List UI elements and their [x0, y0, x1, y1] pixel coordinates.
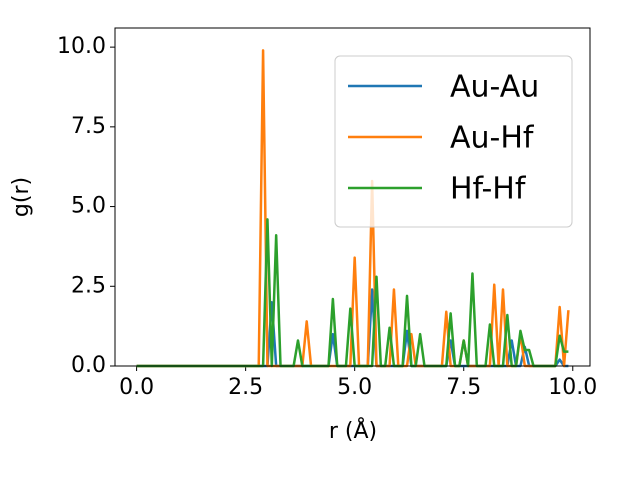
x-tick-label: 7.5: [446, 375, 481, 400]
y-tick-label: 2.5: [71, 273, 106, 298]
x-tick-label: 10.0: [548, 375, 597, 400]
legend-label: Hf-Hf: [450, 172, 527, 207]
y-tick-label: 5.0: [71, 194, 106, 219]
legend-label: Au-Au: [450, 70, 539, 105]
y-axis-label: g(r): [9, 177, 34, 217]
legend-box: [334, 55, 573, 228]
legend-label: Au-Hf: [450, 121, 535, 156]
x-tick-label: 2.5: [228, 375, 263, 400]
y-tick-label: 7.5: [71, 114, 106, 139]
x-axis-label: r (Å): [329, 417, 377, 444]
y-tick-label: 10.0: [57, 34, 106, 59]
x-tick-label: 0.0: [119, 375, 154, 400]
x-tick-label: 5.0: [337, 375, 372, 400]
y-tick-label: 0.0: [71, 353, 106, 378]
plot-frame: [114, 27, 591, 367]
